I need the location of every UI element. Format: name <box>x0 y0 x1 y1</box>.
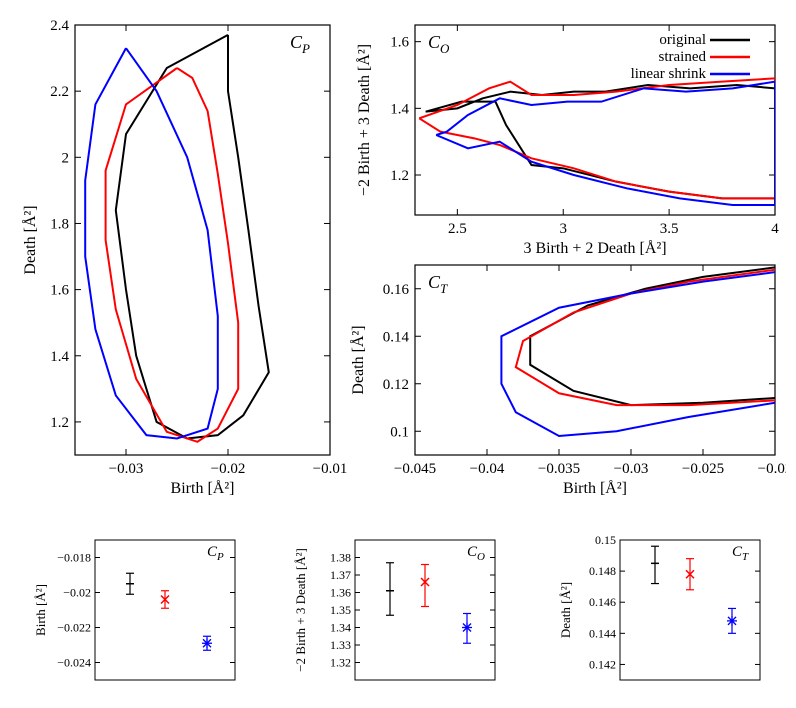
svg-text:0.148: 0.148 <box>589 564 616 578</box>
svg-text:1.35: 1.35 <box>330 603 351 617</box>
svg-text:CP: CP <box>290 32 310 56</box>
svg-text:1.2: 1.2 <box>390 168 409 184</box>
svg-text:linear shrink: linear shrink <box>631 66 707 82</box>
svg-text:−0.03: −0.03 <box>109 461 144 477</box>
svg-text:CT: CT <box>732 544 749 563</box>
svg-text:CT: CT <box>428 272 448 296</box>
svg-text:3 Birth + 2 Death [Å²]: 3 Birth + 2 Death [Å²] <box>523 239 666 257</box>
svg-text:−0.035: −0.035 <box>538 461 580 477</box>
svg-text:3: 3 <box>559 221 567 237</box>
svg-text:2.5: 2.5 <box>448 221 467 237</box>
svg-text:−0.025: −0.025 <box>682 461 724 477</box>
svg-text:1.8: 1.8 <box>50 216 69 232</box>
svg-text:0.144: 0.144 <box>589 626 616 640</box>
svg-text:strained: strained <box>659 49 707 65</box>
svg-text:1.6: 1.6 <box>390 35 409 51</box>
svg-text:0.14: 0.14 <box>383 329 410 345</box>
svg-text:−0.01: −0.01 <box>313 461 348 477</box>
svg-text:2.4: 2.4 <box>50 18 69 34</box>
svg-text:0.146: 0.146 <box>589 595 616 609</box>
svg-text:original: original <box>659 32 706 48</box>
svg-text:1.6: 1.6 <box>50 283 69 299</box>
svg-text:1.2: 1.2 <box>50 415 69 431</box>
svg-text:1.33: 1.33 <box>330 638 351 652</box>
svg-text:4: 4 <box>771 221 779 237</box>
svg-text:1.32: 1.32 <box>330 656 351 670</box>
svg-text:−0.02: −0.02 <box>758 461 786 477</box>
svg-text:CO: CO <box>467 544 485 563</box>
svg-text:−0.024: −0.024 <box>57 656 91 670</box>
svg-text:0.12: 0.12 <box>383 377 409 393</box>
svg-text:−0.02: −0.02 <box>63 586 91 600</box>
svg-text:Death [Å²]: Death [Å²] <box>558 582 573 638</box>
svg-text:1.36: 1.36 <box>330 586 351 600</box>
svg-text:−0.03: −0.03 <box>614 461 649 477</box>
svg-text:Birth [Å²]: Birth [Å²] <box>563 479 627 497</box>
svg-text:1.4: 1.4 <box>50 349 69 365</box>
svg-text:Death [Å²]: Death [Å²] <box>21 205 39 274</box>
svg-text:0.15: 0.15 <box>595 533 616 547</box>
svg-text:−0.045: −0.045 <box>394 461 436 477</box>
svg-text:1.4: 1.4 <box>390 101 409 117</box>
svg-text:1.34: 1.34 <box>330 621 351 635</box>
svg-text:CO: CO <box>428 32 450 56</box>
svg-text:3.5: 3.5 <box>660 221 679 237</box>
svg-text:0.16: 0.16 <box>383 282 410 298</box>
svg-text:2: 2 <box>62 150 70 166</box>
svg-text:2.2: 2.2 <box>50 84 69 100</box>
svg-text:0.1: 0.1 <box>390 424 409 440</box>
svg-text:−0.022: −0.022 <box>57 621 91 635</box>
svg-text:−0.04: −0.04 <box>470 461 505 477</box>
svg-text:−0.02: −0.02 <box>211 461 246 477</box>
svg-text:CP: CP <box>207 544 224 563</box>
svg-text:Birth [Å²]: Birth [Å²] <box>171 479 235 497</box>
figure: −0.03 −0.02 −0.01 1.2 1.4 1.6 1.8 2 2.2 2.4 Birth … <box>10 10 786 698</box>
svg-text:Death [Å²]: Death [Å²] <box>349 325 367 394</box>
svg-text:1.37: 1.37 <box>330 568 351 582</box>
svg-text:Birth [Å²]: Birth [Å²] <box>33 584 48 636</box>
svg-text:−0.018: −0.018 <box>57 551 91 565</box>
svg-text:0.142: 0.142 <box>589 657 616 671</box>
svg-text:−2 Birth + 3 Death [Å²]: −2 Birth + 3 Death [Å²] <box>293 548 308 672</box>
svg-text:−2 Birth + 3 Death [Å²]: −2 Birth + 3 Death [Å²] <box>355 44 373 196</box>
svg-text:1.38: 1.38 <box>330 551 351 565</box>
